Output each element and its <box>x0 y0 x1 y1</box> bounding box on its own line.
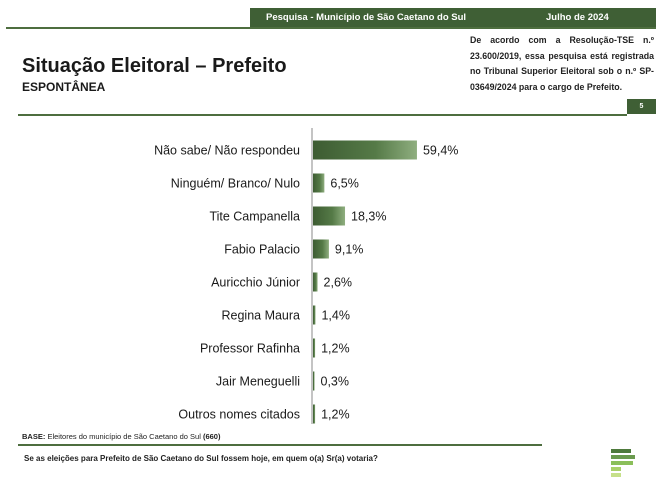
base-label: BASE: <box>22 432 46 441</box>
category-label: Jair Meneguelli <box>216 375 300 389</box>
bar <box>313 371 315 391</box>
value-label: 1,4% <box>321 309 350 323</box>
bar-chart: Não sabe/ Não respondeu 59,4% Ninguém/ Bra… <box>154 128 458 424</box>
category-label: Tite Campanella <box>209 210 300 224</box>
bar <box>313 338 316 358</box>
bar <box>313 239 329 259</box>
value-label: 2,6% <box>324 276 353 290</box>
survey-date: Julho de 2024 <box>546 12 609 23</box>
category-label: Não sabe/ Não respondeu <box>154 144 300 158</box>
value-label: 9,1% <box>335 243 364 257</box>
category-label: Regina Maura <box>221 309 300 323</box>
value-label: 0,3% <box>321 375 350 389</box>
title-divider <box>18 114 627 116</box>
page-title: Situação Eleitoral – Prefeito <box>22 55 287 77</box>
header-divider <box>6 27 656 29</box>
value-label: 18,3% <box>351 210 386 224</box>
bar <box>313 404 316 424</box>
category-label: Auricchio Júnior <box>211 276 300 290</box>
bar <box>313 305 316 325</box>
base-note: BASE: Eleitores do município de São Caet… <box>22 432 220 441</box>
bar <box>313 206 346 226</box>
survey-question: Se as eleições para Prefeito de São Caet… <box>24 454 378 463</box>
value-label: 1,2% <box>321 342 350 356</box>
header-bar: Pesquisa - Município de São Caetano do S… <box>250 8 656 28</box>
bars-group: Não sabe/ Não respondeu 59,4% Ninguém/ Bra… <box>154 140 458 424</box>
bar <box>313 173 325 193</box>
page-number-badge: 5 <box>627 99 656 114</box>
value-label: 59,4% <box>423 144 458 158</box>
registration-note: De acordo com a Resolução-TSE n.º 23.600… <box>470 35 654 92</box>
value-label: 6,5% <box>330 177 359 191</box>
category-label: Outros nomes citados <box>178 408 300 422</box>
base-text: Eleitores do município de São Caetano do… <box>47 432 201 441</box>
bar <box>313 140 417 160</box>
bar <box>313 272 318 292</box>
value-label: 1,2% <box>321 408 350 422</box>
base-count: (660) <box>202 432 221 441</box>
category-label: Ninguém/ Branco/ Nulo <box>171 177 300 191</box>
page-subtitle: ESPONTÂNEA <box>22 80 106 94</box>
category-label: Professor Rafinha <box>200 342 300 356</box>
survey-title: Pesquisa - Município de São Caetano do S… <box>266 12 467 23</box>
institute-logo-icon <box>611 449 635 477</box>
footer-divider <box>18 444 542 446</box>
category-label: Fabio Palacio <box>224 243 300 257</box>
